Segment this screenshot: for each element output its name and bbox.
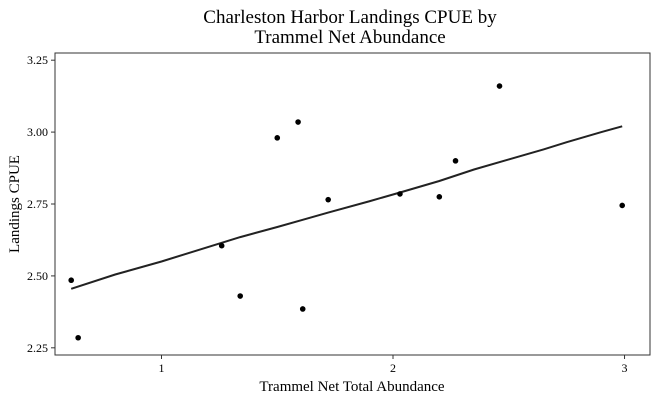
x-tick-label: 3 bbox=[622, 361, 628, 375]
y-tick-label: 2.75 bbox=[27, 197, 48, 211]
data-point bbox=[299, 306, 306, 312]
data-point bbox=[237, 293, 244, 299]
data-point bbox=[325, 196, 331, 203]
x-axis: 1 2 3 bbox=[158, 355, 628, 375]
data-point bbox=[274, 135, 281, 141]
y-tick-label: 2.50 bbox=[27, 269, 48, 283]
plot-panel bbox=[54, 52, 651, 356]
data-point bbox=[218, 242, 225, 249]
data-point bbox=[452, 158, 459, 164]
data-point bbox=[397, 191, 403, 197]
data-point bbox=[295, 119, 301, 125]
scatter-points bbox=[68, 83, 626, 341]
x-tick-label: 2 bbox=[390, 361, 396, 375]
y-tick-label: 3.00 bbox=[27, 125, 48, 139]
y-axis-label: Landings CPUE bbox=[7, 155, 23, 253]
data-point bbox=[496, 83, 503, 89]
y-axis: 2.25 2.50 2.75 3.00 3.25 bbox=[27, 53, 55, 355]
x-axis-label: Trammel Net Total Abundance bbox=[259, 379, 445, 395]
x-tick-label: 1 bbox=[158, 361, 164, 375]
y-tick-label: 2.25 bbox=[27, 341, 48, 355]
chart-title-line-2: Trammel Net Abundance bbox=[254, 27, 445, 48]
data-point bbox=[619, 202, 626, 209]
fit-line bbox=[70, 125, 623, 290]
data-point bbox=[75, 334, 81, 341]
data-point bbox=[436, 194, 443, 200]
chart-title-line-1: Charleston Harbor Landings CPUE by bbox=[203, 7, 497, 28]
y-tick-label: 3.25 bbox=[27, 53, 48, 67]
data-point bbox=[68, 277, 75, 284]
fit-line-group bbox=[70, 125, 623, 290]
